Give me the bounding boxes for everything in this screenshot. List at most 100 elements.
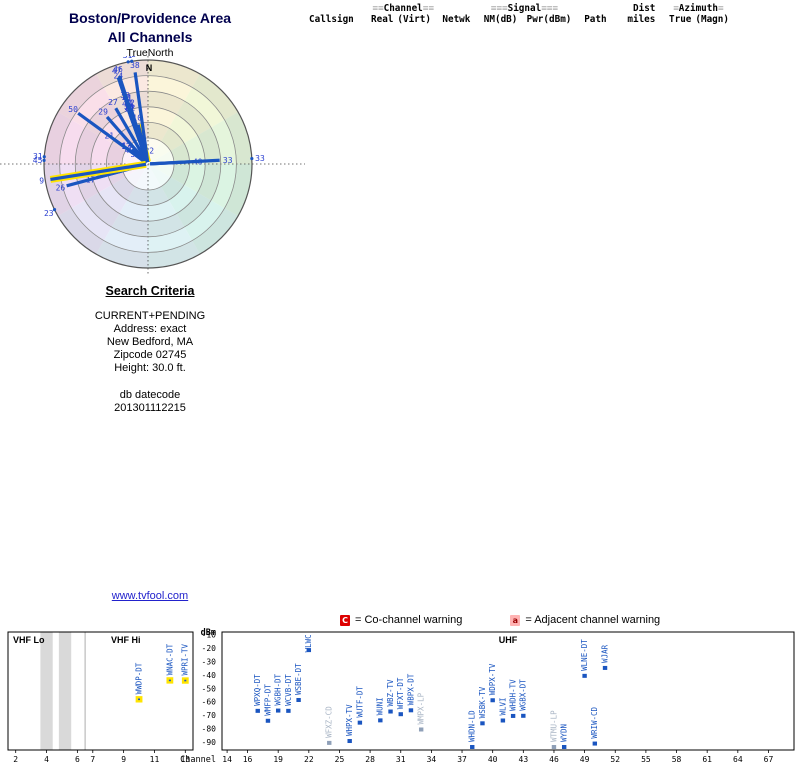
bar-callsign-label: WFXZ-CD [325,706,334,738]
polar-channel-label: 45 [33,156,43,165]
header-decoration: ≡≡≡ [490,3,508,14]
bar-callsign-label: WJAR [600,644,609,663]
adjacent-channel-badge: a [510,614,521,626]
polar-channel-label: 22 [144,146,154,155]
polar-sector [57,73,148,164]
y-tick-label: -80 [202,725,217,734]
polar-ring [43,59,253,269]
y-tick-label: -20 [202,644,217,653]
polar-sector [96,60,148,164]
bar-callsign-label: WWDP-DT [134,662,143,694]
search-zipcode: Zipcode 02745 [113,349,187,361]
x-tick-label: 52 [610,755,620,764]
bar-callsign-label: WNAC-DT [165,643,174,675]
bar-callsign-label: WBZ-TV [386,679,395,707]
bar-callsign-label: WFXT-DT [396,677,405,709]
y-tick-label: -60 [202,698,217,707]
bar-callsign-label: WDPX-TV [488,663,497,695]
polar-ring [106,122,190,206]
x-tick-label: 14 [222,755,232,764]
polar-sector [148,112,252,164]
signal-bar [408,708,414,713]
vhf-lo-label: VHF Lo [13,635,45,645]
signal-bar [500,718,506,723]
signal-bar [255,708,260,713]
x-tick-label: 13 [180,755,190,764]
x-tick-label: 7 [90,755,95,764]
channel-table: ≡≡Channel≡≡ ≡≡≡Signal≡≡≡ Dist ≡Azimuth≡ … [296,3,740,26]
bar-callsign-label: WHPX-TV [345,704,354,736]
signal-bar [135,696,143,703]
vhf-hi-label: VHF Hi [111,635,141,645]
signal-bar [551,745,557,749]
warning-legend: C = Co-channel warning a = Adjacent channe… [340,614,800,626]
y-tick-label: -10 [202,631,217,640]
polar-spoke [114,107,149,163]
bar-callsign-label: WBPX-DT [406,673,415,705]
x-tick-label: 2 [13,755,18,764]
datecode-label: db datecode [119,389,181,401]
report-title-line2: All Channels [107,29,193,45]
north-label: N [146,63,153,73]
col-header-azimuth-magnetic: (Magn) [693,14,740,26]
group-header-spacer [573,3,618,15]
signal-bar [398,712,403,717]
header-decoration: ≡≡≡ [541,3,558,14]
y-axis-label: dBm [201,628,216,638]
co-channel-badge: C [340,614,350,626]
polar-plot: 2251491213102140321920173031434229411827… [0,56,305,276]
polar-channel-label: 50 [68,105,78,114]
x-tick-label: 4 [44,755,49,764]
polar-sector [148,164,252,216]
bar-callsign-label: WPRI-TV [181,643,190,675]
signal-bar [347,739,352,744]
x-tick-label: 55 [641,755,651,764]
x-tick-label: 43 [519,755,529,764]
vhf-panel-background [8,632,193,750]
x-tick-label: 61 [702,755,712,764]
signal-bar [181,677,189,684]
polar-channel-label: 10 [132,114,142,123]
co-channel-legend-text: = Co-channel warning [355,614,463,626]
signal-bar [378,718,383,723]
x-tick-label: 25 [335,755,345,764]
polar-spoke [105,115,148,164]
polar-channel-label: 47 [112,67,122,76]
search-mode: CURRENT+PENDING [94,310,206,322]
signal-bar [166,677,174,684]
header-decoration: ≡ [717,3,724,14]
vhf-gray-band [58,632,72,750]
bar-callsign-label: WGBX-DT [519,679,528,711]
polar-channel-label: 33 [255,154,265,163]
x-tick-label: 46 [549,755,559,764]
polar-sector [148,73,239,164]
polar-channel-label: 9 [39,177,44,186]
search-criteria-heading: Search Criteria [105,284,195,298]
signal-bar [521,713,526,718]
tvfool-link[interactable]: www.tvfool.com [111,590,189,602]
y-tick-label: -30 [202,658,217,667]
group-header-signal: ≡≡≡Signal≡≡≡ [475,3,574,15]
bar-callsign-label: WLNE-DT [580,639,589,671]
bar-callsign-label: WLVI [498,697,507,715]
x-tick-label: 6 [75,755,80,764]
vhf-panel-frame [7,631,194,751]
bar-callsign-label: WMPX-LP [417,692,426,724]
col-header-virtual: (Virt) [395,14,438,26]
polar-channel-label: 13 [122,141,132,150]
signal-bar [602,665,608,670]
y-tick-label: -50 [202,684,217,693]
polar-spoke [149,158,220,166]
polar-sector [148,164,200,268]
uhf-panel-frame [221,631,795,751]
signal-bar [286,708,291,713]
y-tick-label: -90 [202,738,217,747]
polar-spoke [133,72,150,163]
signal-bar [480,721,485,726]
search-height: Height: 30.0 ft. [114,362,186,374]
bar-callsign-label: WUTF-DT [355,686,364,718]
polar-channel-label: 27 [108,98,118,107]
y-tick-label: -70 [202,711,217,720]
signal-bar [388,709,393,714]
search-address-type: Address: exact [113,323,187,335]
